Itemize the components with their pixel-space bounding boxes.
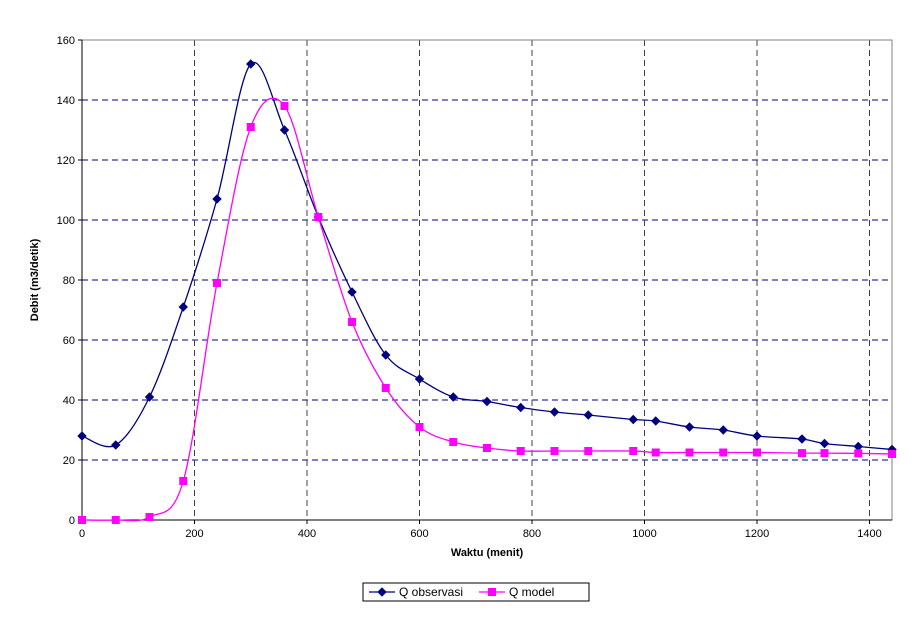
x-tick-label: 600 bbox=[410, 528, 428, 540]
legend-label: Q model bbox=[509, 585, 554, 599]
data-point bbox=[347, 287, 357, 297]
y-tick-label: 100 bbox=[57, 215, 75, 227]
legend-box bbox=[362, 582, 590, 602]
data-point bbox=[753, 448, 761, 457]
data-point bbox=[111, 440, 121, 450]
x-tick-label: 200 bbox=[185, 528, 203, 540]
y-tick-label: 60 bbox=[63, 335, 75, 347]
legend-label: Q observasi bbox=[399, 585, 463, 599]
data-point bbox=[516, 447, 525, 455]
data-point bbox=[482, 396, 492, 407]
series-1 bbox=[77, 59, 897, 455]
y-tick-label: 0 bbox=[69, 515, 75, 527]
x-tick-label: 1200 bbox=[745, 528, 769, 540]
legend-marker bbox=[488, 588, 496, 596]
data-point bbox=[888, 450, 896, 458]
data-point bbox=[415, 423, 424, 431]
data-point bbox=[752, 431, 762, 441]
data-point bbox=[348, 318, 356, 326]
data-point bbox=[516, 402, 526, 413]
y-tick-label: 160 bbox=[57, 35, 75, 47]
data-point bbox=[280, 102, 289, 110]
data-point bbox=[212, 194, 222, 204]
series-2 bbox=[78, 97, 896, 524]
y-tick-label: 80 bbox=[63, 275, 75, 287]
data-point bbox=[144, 392, 155, 402]
data-point bbox=[246, 123, 255, 131]
tick-layer: 0 20 40 60 80 100 120 140 160 0 200 400 600 800 1000 12… bbox=[57, 35, 892, 540]
data-point bbox=[77, 431, 87, 441]
data-point bbox=[111, 516, 120, 524]
data-point bbox=[178, 302, 188, 312]
data-point bbox=[583, 410, 593, 420]
y-axis-title: Debit (m3/detik) bbox=[29, 238, 41, 321]
data-point bbox=[179, 477, 188, 485]
x-tick-label: 400 bbox=[298, 528, 316, 540]
x-tick-label: 1000 bbox=[632, 528, 656, 540]
data-point bbox=[78, 516, 86, 524]
data-point bbox=[854, 449, 863, 458]
data-point bbox=[145, 513, 154, 521]
x-tick-label: 800 bbox=[523, 528, 541, 540]
data-point bbox=[279, 125, 290, 135]
data-point bbox=[549, 407, 560, 417]
data-point bbox=[449, 438, 458, 446]
x-tick-label: 1400 bbox=[857, 528, 881, 540]
data-point bbox=[718, 425, 728, 435]
data-point bbox=[628, 414, 638, 425]
data-point bbox=[853, 441, 863, 452]
data-point bbox=[381, 384, 390, 392]
data-point bbox=[213, 279, 221, 287]
y-tick-label: 120 bbox=[57, 155, 75, 167]
data-point bbox=[629, 447, 638, 455]
data-point bbox=[550, 447, 559, 455]
data-point bbox=[584, 447, 593, 455]
data-point bbox=[314, 213, 323, 221]
data-point bbox=[798, 449, 806, 458]
data-point bbox=[797, 434, 807, 444]
series-line bbox=[81, 61, 893, 451]
data-point bbox=[381, 350, 391, 360]
data-point bbox=[820, 449, 829, 458]
legend-marker bbox=[377, 587, 387, 597]
legend: Q observasi Q model bbox=[362, 582, 590, 602]
data-point bbox=[448, 392, 458, 402]
data-point bbox=[685, 448, 694, 457]
data-point bbox=[819, 438, 830, 449]
series-line bbox=[81, 97, 893, 522]
data-point bbox=[719, 448, 728, 457]
x-tick-label: 0 bbox=[79, 528, 85, 540]
data-point bbox=[246, 59, 256, 69]
data-point bbox=[651, 416, 661, 426]
y-tick-label: 140 bbox=[57, 95, 75, 107]
data-point bbox=[651, 448, 660, 457]
series-layer bbox=[77, 59, 897, 524]
data-point bbox=[684, 422, 695, 432]
y-tick-label: 40 bbox=[63, 395, 75, 407]
y-tick-label: 20 bbox=[63, 455, 75, 467]
data-point bbox=[414, 374, 425, 384]
x-axis-title: Waktu (menit) bbox=[451, 547, 524, 559]
data-point bbox=[483, 444, 491, 452]
